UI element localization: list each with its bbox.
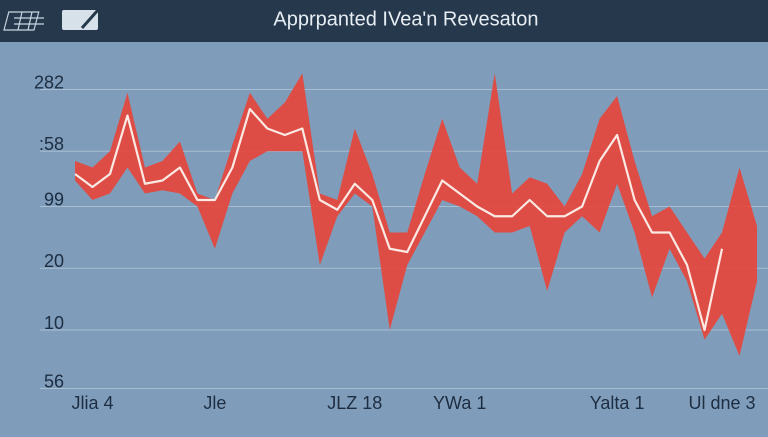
line [74,107,724,332]
band-area [75,73,757,356]
x-tick-label: Jle [203,393,226,413]
x-tick-label: Ul dne 3 [689,393,756,413]
header-bar [0,0,768,42]
x-tick-label: YWa 1 [433,393,486,413]
y-tick-label: 56 [44,371,64,391]
x-tick-label: Jlia 4 [71,393,113,413]
y-tick-label: 10 [44,313,64,333]
y-tick-label: 282 [34,72,64,92]
y-tick-label: :58 [39,134,64,154]
header-icon [3,11,44,31]
chart-title: Apprpanted IVea'n Revesaton [273,8,538,30]
x-tick-label: JLZ 18 [327,393,382,413]
y-tick-label: 99 [44,189,64,209]
x-tick-label: Yalta 1 [590,393,645,413]
header-icon [62,9,100,30]
y-tick-label: 20 [44,251,64,271]
